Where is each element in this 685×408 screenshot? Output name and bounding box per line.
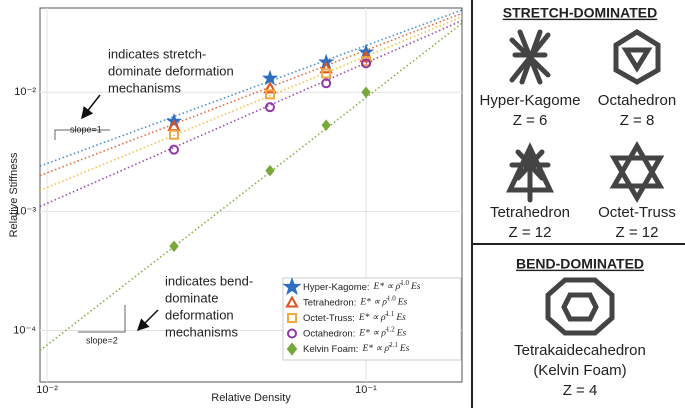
- item-name: Hyper-Kagome: [480, 92, 581, 109]
- data-point: [261, 69, 279, 86]
- data-point: [169, 240, 179, 253]
- legend-box: [282, 277, 462, 361]
- annotation: slope=1: [70, 124, 102, 134]
- legend-relation: E* ∝ ρ̄: [373, 282, 404, 292]
- item-z: Z = 12: [509, 224, 552, 241]
- lattice-icon: [613, 29, 661, 85]
- lattice-icon: [609, 140, 665, 204]
- data-point: [265, 102, 276, 113]
- arrow: [81, 94, 101, 120]
- legend-relation: E* ∝ ρ̄: [359, 298, 390, 308]
- x-tick-label: 10⁻²: [36, 384, 58, 396]
- fit-line: [40, 12, 462, 177]
- item-z: Z = 4: [563, 382, 598, 399]
- annotation: indicates stretch-: [108, 46, 206, 61]
- legend-exponent: 1.0: [400, 279, 409, 287]
- annotation: deformation: [165, 307, 234, 322]
- annotation: slope=2: [86, 335, 118, 345]
- data-point: [321, 68, 332, 79]
- legend-exponent: 1.0: [387, 294, 396, 302]
- lattice-icon: [509, 29, 551, 85]
- legend-entry: Kelvin Foam: E* ∝ ρ̄2.1 Es: [303, 341, 410, 355]
- item-note: (Kelvin Foam): [533, 362, 626, 379]
- data-point: [265, 164, 275, 177]
- legend-entry: Tetrahedron: E* ∝ ρ̄1.0 Es: [303, 294, 408, 308]
- data-point: [319, 61, 333, 74]
- legend-name: Kelvin Foam:: [303, 344, 358, 355]
- slope-triangle: [54, 129, 110, 140]
- legend-relation: E* ∝ ρ̄: [361, 344, 392, 354]
- lattice-icon: [545, 277, 615, 336]
- legend-exponent: 2.1: [389, 341, 398, 349]
- fit-line: [40, 9, 462, 167]
- annotation: indicates bend-: [165, 273, 253, 288]
- legend-suffix: Es: [396, 329, 407, 339]
- legend-marker: [285, 295, 299, 308]
- data-point: [321, 78, 332, 89]
- item-z: Z = 8: [620, 112, 655, 129]
- legend-marker: [287, 328, 298, 339]
- legend-suffix: Es: [395, 313, 406, 323]
- item-z: Z = 6: [513, 112, 548, 129]
- legend-marker: [286, 342, 298, 356]
- x-tick-label: 10⁻¹: [355, 384, 377, 396]
- legend-name: Tetrahedron:: [303, 297, 356, 308]
- fit-line: [40, 19, 462, 208]
- fit-line: [40, 22, 462, 352]
- legend-entry: Octet-Truss: E* ∝ ρ̄1.1 Es: [303, 310, 406, 324]
- data-point: [361, 86, 371, 99]
- fit-line: [40, 16, 462, 192]
- annotation: dominate: [165, 290, 218, 305]
- y-tick-label: 10⁻²: [14, 86, 36, 98]
- slope-triangle: [78, 305, 126, 333]
- legend-name: Hyper-Kagome:: [303, 282, 370, 293]
- arrow: [136, 309, 159, 332]
- legend-marker: [282, 276, 302, 296]
- y-axis-label: Relative Stiffness: [8, 152, 20, 237]
- item-name: Octet-Truss: [598, 204, 676, 221]
- legend-marker: [287, 313, 297, 323]
- legend-exponent: 1.2: [386, 325, 395, 333]
- legend-relation: E* ∝ ρ̄: [358, 313, 389, 323]
- lattice-icon: [506, 142, 554, 203]
- annotation: dominate deformation: [108, 63, 234, 78]
- legend-entry: Hyper-Kagome: E* ∝ ρ̄1.0 Es: [303, 279, 421, 293]
- panel-title: STRETCH-DOMINATED: [503, 5, 658, 21]
- legend-suffix: Es: [399, 344, 410, 354]
- annotation: mechanisms: [165, 324, 238, 339]
- data-point: [361, 58, 372, 69]
- panel-title: BEND-DOMINATED: [516, 256, 644, 272]
- legend-relation: E* ∝ ρ̄: [358, 329, 389, 339]
- data-point: [265, 89, 276, 100]
- data-point: [169, 144, 180, 155]
- data-point: [169, 129, 180, 140]
- legend-entry: Octahedron: E* ∝ ρ̄1.2 Es: [303, 325, 407, 339]
- x-axis-label: Relative Density: [211, 392, 291, 404]
- item-name: Tetrakaidecahedron: [514, 342, 646, 359]
- annotation: mechanisms: [108, 80, 181, 95]
- data-point: [321, 119, 331, 131]
- y-tick-label: 10⁻⁴: [13, 324, 36, 336]
- legend-exponent: 1.1: [386, 310, 395, 318]
- legend-name: Octahedron:: [303, 328, 355, 339]
- fit-lines: [40, 9, 462, 352]
- item-z: Z = 12: [616, 224, 659, 241]
- y-tick-label: 10⁻³: [14, 205, 36, 217]
- item-name: Tetrahedron: [490, 204, 570, 221]
- data-point: [263, 81, 277, 94]
- item-name: Octahedron: [598, 92, 676, 109]
- legend-suffix: Es: [410, 282, 421, 292]
- legend-suffix: Es: [397, 298, 408, 308]
- legend-name: Octet-Truss:: [303, 313, 355, 324]
